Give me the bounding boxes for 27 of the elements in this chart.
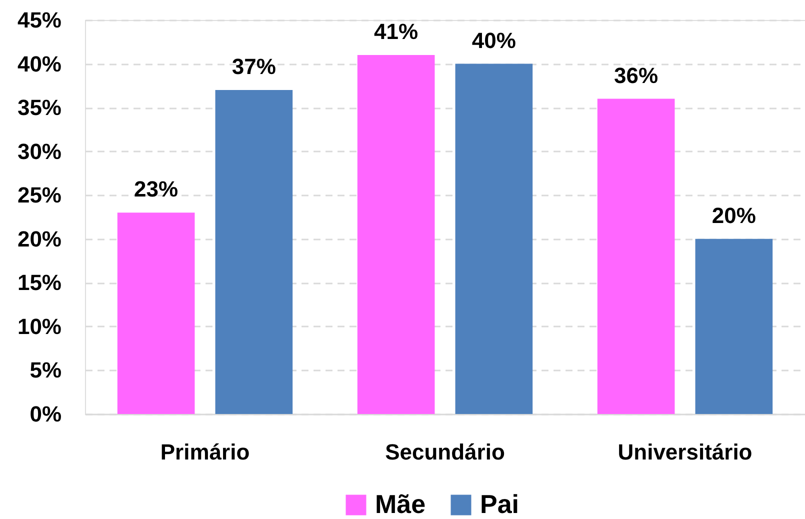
- x-tick-label: Primário: [160, 440, 250, 464]
- data-label: 41%: [374, 19, 418, 44]
- bar: [215, 90, 293, 414]
- bar: [695, 238, 773, 414]
- y-tick-label: 10%: [17, 314, 62, 339]
- y-tick-label: 45%: [17, 8, 62, 32]
- data-label: 23%: [134, 176, 178, 202]
- bar: [597, 98, 675, 414]
- y-tick-label: 35%: [17, 95, 62, 120]
- y-tick-label: 20%: [17, 226, 62, 252]
- data-label: 36%: [614, 62, 658, 88]
- bar: [357, 55, 435, 414]
- data-label: 40%: [472, 28, 516, 53]
- y-tick-label: 25%: [17, 182, 62, 208]
- bar: [117, 212, 195, 414]
- y-tick-label: 0%: [30, 402, 62, 426]
- y-tick-label: 30%: [17, 138, 62, 164]
- x-tick-label: Universitário: [618, 440, 752, 464]
- y-tick-label: 15%: [17, 270, 62, 296]
- bar: [455, 64, 533, 414]
- data-label: 20%: [712, 202, 756, 228]
- x-tick-label: Secundário: [385, 440, 505, 464]
- y-tick-label: 40%: [17, 51, 62, 76]
- legend-label: Pai: [480, 489, 520, 519]
- legend-label: Mãe: [375, 489, 426, 519]
- data-label: 37%: [232, 54, 276, 80]
- y-tick-label: 5%: [30, 358, 62, 383]
